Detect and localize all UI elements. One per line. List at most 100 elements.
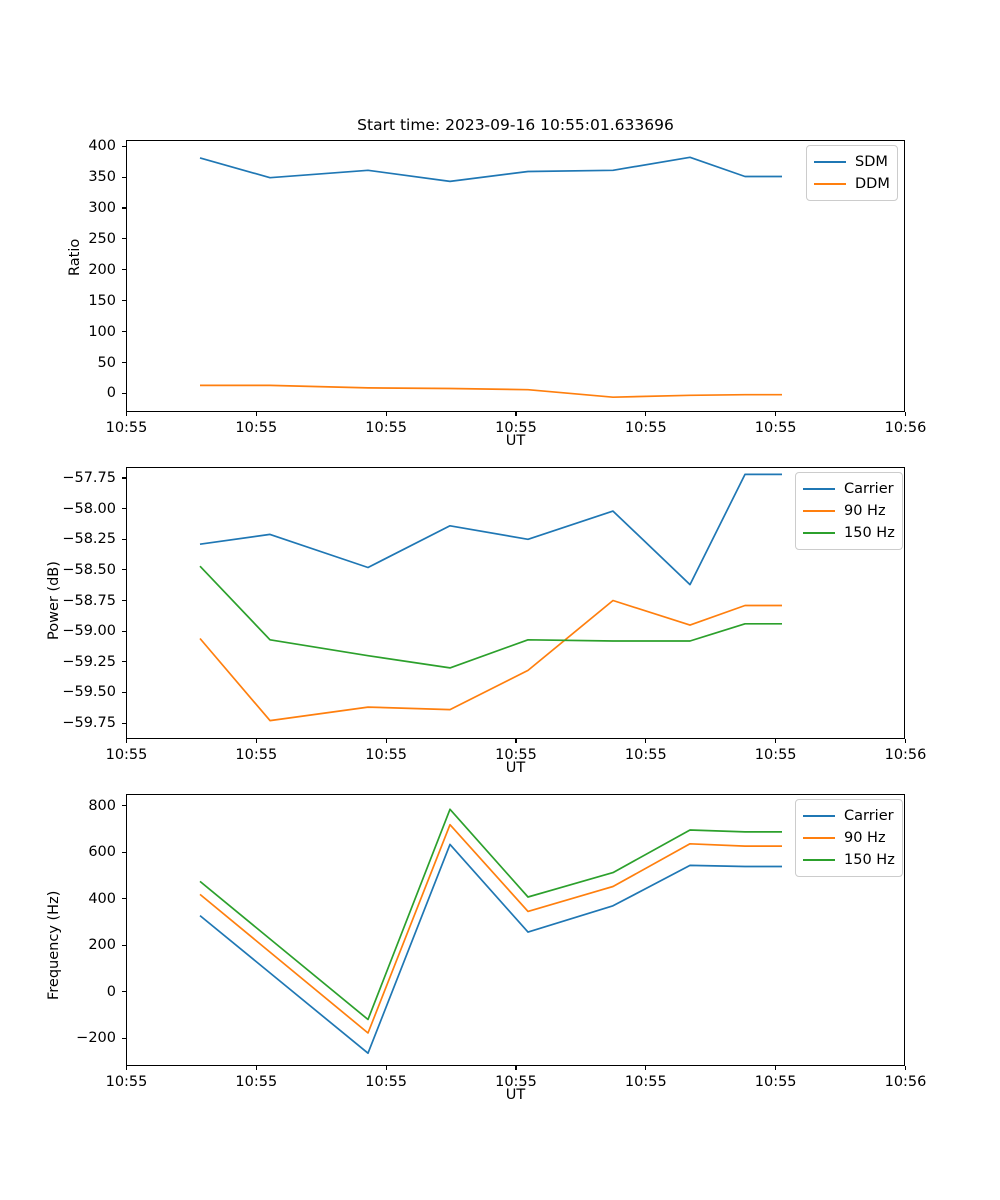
ytick-mark [122, 1037, 126, 1039]
series-layer-ratio [199, 156, 782, 399]
xtick-label: 10:55 [105, 420, 148, 436]
xtick-label: 10:55 [495, 747, 537, 763]
ytick-label: 250 [88, 230, 116, 247]
xtick-label: 10:56 [884, 420, 927, 436]
figure-title: Start time: 2023-09-16 10:55:01.633696 [357, 116, 674, 134]
xtick-label: 10:55 [105, 1074, 148, 1090]
legend-line-swatch [803, 488, 835, 490]
yaxis-label-frequency: Frequency (Hz) [46, 890, 62, 1000]
ytick-label: 200 [88, 937, 116, 954]
ytick-mark [122, 722, 126, 724]
xtick-mark [645, 739, 647, 743]
legend-line-swatch [803, 815, 835, 817]
series-line-carrier [199, 473, 782, 586]
xtick-mark [125, 1066, 128, 1070]
series-line-150-hz [199, 565, 782, 669]
ytick-mark [122, 508, 126, 510]
legend-label: 90 Hz [844, 502, 886, 519]
legend-label: 150 Hz [844, 851, 895, 868]
xtick-mark [775, 1066, 777, 1070]
legend-frequency[interactable]: Carrier 90 Hz 150 Hz [795, 799, 903, 877]
ytick-label: 0 [106, 983, 116, 1000]
ytick-label: −59.25 [62, 653, 116, 670]
legend-entry[interactable]: 90 Hz [803, 500, 895, 522]
xtick-mark [515, 739, 517, 743]
xtick-label: 10:56 [884, 1074, 927, 1090]
series-line-sdm [199, 156, 782, 183]
legend-label: 90 Hz [844, 829, 886, 846]
xtick-label: 10:55 [754, 1074, 797, 1090]
legend-line-swatch [803, 859, 835, 861]
xaxis-label-power: UT [505, 760, 526, 776]
legend-entry[interactable]: 90 Hz [803, 827, 895, 849]
xtick-label: 10:55 [495, 1074, 537, 1090]
ytick-label: 100 [88, 323, 116, 340]
ytick-mark [122, 630, 126, 632]
xtick-mark [385, 739, 387, 743]
xaxis-label-frequency: UT [505, 1087, 526, 1103]
ytick-mark [122, 145, 126, 147]
xtick-mark [645, 1066, 647, 1070]
ytick-label: −58.50 [62, 561, 116, 578]
ytick-label: 350 [88, 169, 116, 186]
xtick-label: 10:55 [365, 420, 408, 436]
legend-entry[interactable]: DDM [814, 173, 890, 195]
xtick-label: 10:55 [235, 747, 278, 763]
ytick-label: 300 [88, 200, 116, 216]
xtick-mark [385, 1066, 387, 1070]
legend-label: 150 Hz [844, 524, 895, 541]
ytick-label: 200 [88, 261, 116, 278]
xtick-label: 10:55 [624, 1074, 667, 1090]
ytick-mark [122, 477, 126, 479]
ytick-mark [122, 361, 126, 364]
legend-line-swatch [814, 183, 846, 185]
legend-label: Carrier [844, 807, 894, 824]
ytick-label: 800 [88, 797, 116, 814]
legend-label: SDM [855, 153, 888, 170]
ytick-label: 600 [88, 844, 116, 861]
ytick-mark [122, 599, 126, 602]
legend-entry[interactable]: 150 Hz [803, 522, 895, 544]
xtick-label: 10:56 [884, 747, 927, 763]
series-line-carrier [199, 843, 782, 1055]
ytick-mark [122, 392, 126, 394]
ytick-label: −57.75 [62, 470, 116, 487]
legend-power[interactable]: Carrier 90 Hz 150 Hz [795, 472, 903, 550]
ytick-mark [122, 691, 126, 693]
series-line-ddm [200, 384, 782, 399]
ytick-label: −58.00 [62, 500, 116, 517]
xtick-mark [385, 412, 387, 416]
ytick-label: 50 [97, 354, 116, 371]
ytick-label: −58.25 [62, 531, 116, 548]
ytick-mark [122, 207, 126, 209]
legend-ratio[interactable]: SDM DDM [806, 145, 898, 201]
ytick-label: −59.00 [62, 623, 116, 640]
ytick-mark [122, 331, 126, 333]
ytick-mark [122, 238, 126, 240]
axes-frame-frequency [126, 794, 905, 1066]
legend-label: Carrier [844, 480, 894, 497]
axes-frame-power [126, 467, 905, 739]
ytick-mark [122, 898, 126, 900]
legend-entry[interactable]: Carrier [803, 805, 895, 827]
ytick-mark [122, 851, 126, 853]
legend-entry[interactable]: Carrier [803, 478, 895, 500]
ytick-label: −200 [76, 1030, 116, 1047]
ytick-mark [122, 538, 126, 540]
xtick-label: 10:55 [624, 747, 667, 763]
legend-entry[interactable]: SDM [814, 151, 890, 173]
xtick-label: 10:55 [754, 420, 797, 436]
xaxis-label-ratio: UT [505, 433, 526, 449]
xtick-label: 10:55 [365, 747, 408, 763]
xtick-mark [645, 412, 647, 416]
xtick-label: 10:55 [235, 420, 278, 436]
series-line-90-hz [199, 823, 782, 1034]
ytick-label: 400 [88, 138, 116, 155]
legend-entry[interactable]: 150 Hz [803, 849, 895, 871]
ytick-label: 150 [88, 292, 116, 309]
